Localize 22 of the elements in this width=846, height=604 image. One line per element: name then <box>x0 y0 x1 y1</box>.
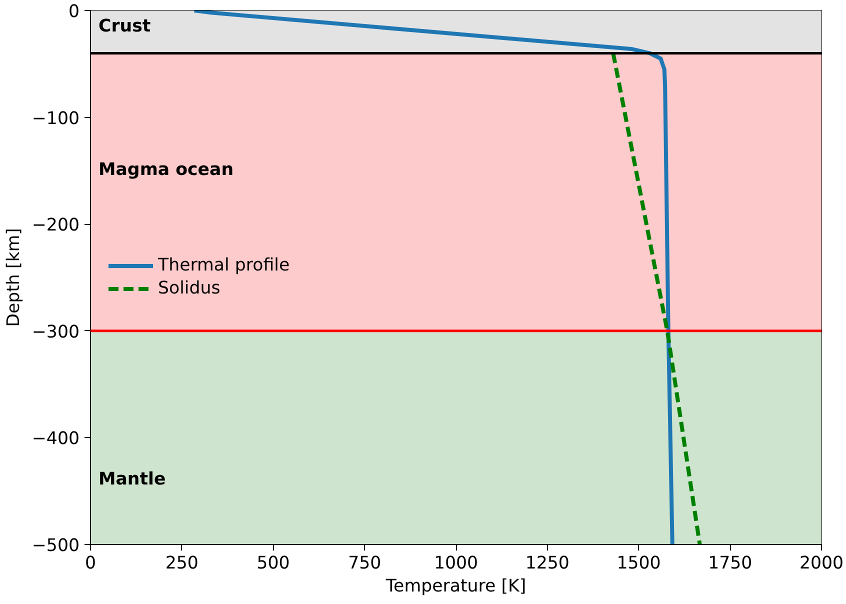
x-tick-label: 500 <box>256 554 290 574</box>
legend-label: Solidus <box>158 278 220 298</box>
x-tick-label: 1000 <box>434 554 478 574</box>
x-tick-label: 1250 <box>525 554 570 574</box>
y-axis-title: Depth [km] <box>4 228 24 327</box>
legend-label: Thermal profile <box>158 256 290 276</box>
y-tick-label: −300 <box>32 322 80 342</box>
x-tick-label: 250 <box>165 554 198 574</box>
band-label: Crust <box>98 16 151 36</box>
x-tick-label: 1750 <box>708 554 752 574</box>
y-tick-label: −400 <box>32 429 80 450</box>
band-label: Magma ocean <box>98 160 234 180</box>
y-tick-label: 0 <box>68 2 80 22</box>
y-tick-label: −100 <box>32 108 80 129</box>
y-tick-label: −200 <box>32 216 80 236</box>
band-label: Mantle <box>98 470 166 490</box>
x-tick-label: 0 <box>84 554 96 574</box>
y-tick-label: −500 <box>32 536 80 556</box>
x-axis-title: Temperature [K] <box>384 576 526 596</box>
x-tick-label: 2000 <box>799 554 844 574</box>
x-tick-label: 1500 <box>616 554 661 574</box>
x-tick-label: 750 <box>348 554 382 574</box>
